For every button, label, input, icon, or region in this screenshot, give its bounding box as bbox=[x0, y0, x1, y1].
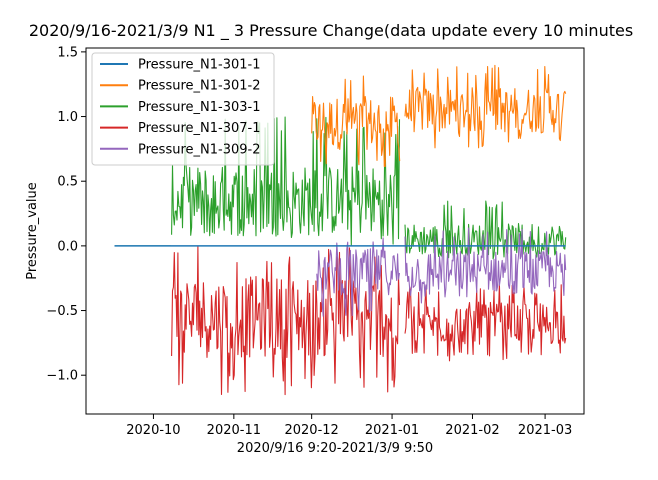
y-tick-label: −0.5 bbox=[46, 304, 78, 319]
series-layer bbox=[114, 64, 567, 396]
legend-label: Pressure_N1-301-1 bbox=[138, 58, 260, 73]
chart-title: 2020/9/16-2021/3/9 N1 _ 3 Pressure Chang… bbox=[29, 21, 633, 41]
legend-label: Pressure_N1-301-2 bbox=[138, 79, 260, 94]
y-axis-title: Pressure_value bbox=[25, 182, 40, 280]
x-tick-label: 2020-10 bbox=[126, 423, 180, 438]
legend: Pressure_N1-301-1 Pressure_N1-301-2 Pressu… bbox=[91, 52, 275, 166]
x-tick-label: 2020-12 bbox=[284, 423, 338, 438]
axes-frame bbox=[85, 47, 585, 415]
series-line-pressure-n1-309-2 bbox=[316, 227, 567, 317]
y-tick-label: 1.5 bbox=[57, 45, 78, 60]
legend-label: Pressure_N1-303-1 bbox=[138, 100, 260, 115]
x-axis: 2020-10 2020-11 2020-12 2021-01 2021-02 2021-… bbox=[126, 414, 572, 438]
y-tick-label: 1.0 bbox=[57, 110, 78, 125]
x-tick-label: 2021-02 bbox=[445, 423, 499, 438]
y-tick-label: 0.0 bbox=[57, 239, 78, 254]
series-line-pressure-n1-301-2 bbox=[311, 64, 567, 168]
y-tick-label: −1.0 bbox=[46, 369, 78, 384]
y-tick-label: 0.5 bbox=[57, 175, 78, 190]
legend-box bbox=[91, 52, 275, 166]
x-axis-title: 2020/9/16 9:20-2021/3/9 9:50 bbox=[237, 441, 433, 456]
x-tick-label: 2020-11 bbox=[207, 423, 261, 438]
legend-label: Pressure_N1-307-1 bbox=[138, 121, 260, 136]
series-line-pressure-n1-307-1 bbox=[171, 245, 567, 396]
x-tick-label: 2021-01 bbox=[365, 423, 419, 438]
y-axis: 1.5 1.0 0.5 0.0 −0.5 −1.0 bbox=[46, 45, 86, 384]
x-tick-label: 2021-03 bbox=[518, 423, 572, 438]
legend-label: Pressure_N1-309-2 bbox=[138, 142, 260, 157]
